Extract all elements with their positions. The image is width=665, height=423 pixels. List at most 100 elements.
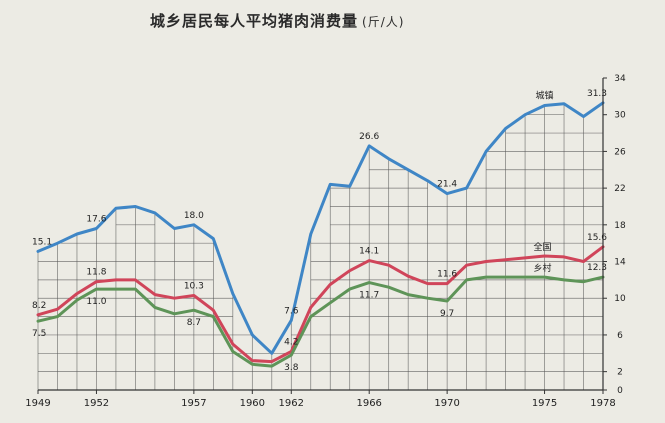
series-point	[193, 309, 195, 311]
series-point	[368, 145, 370, 147]
grid-layer	[38, 103, 603, 390]
series-point	[563, 279, 565, 281]
series-point	[193, 224, 195, 226]
series-point	[57, 316, 59, 318]
series-point	[485, 151, 487, 153]
series-point	[466, 187, 468, 189]
data-label: 11.8	[86, 268, 106, 278]
series-point	[349, 288, 351, 290]
series-point	[446, 193, 448, 195]
series-point	[505, 128, 507, 130]
label-layer: 15.1 17.6 18.0 7.6 26.6 21.4 城镇 31.3 8.2 11.8 10.3…	[32, 89, 607, 373]
y-tick-label: 34	[614, 74, 626, 84]
series-point	[213, 309, 215, 311]
series-point	[115, 288, 117, 290]
data-label: 11.7	[359, 291, 379, 301]
series-point	[446, 300, 448, 302]
y-tick-label: 26	[614, 147, 626, 157]
series-point	[115, 208, 117, 210]
series-point	[583, 281, 585, 283]
data-label: 全国	[534, 241, 552, 253]
series-line-3	[38, 277, 603, 366]
series-point	[154, 294, 156, 296]
series-point	[544, 255, 546, 257]
series-point	[213, 238, 215, 240]
series-point	[427, 283, 429, 285]
series-point	[329, 302, 331, 304]
x-tick-label: 1949	[25, 398, 50, 409]
x-tick-label: 1975	[532, 398, 557, 409]
series-point	[37, 320, 39, 322]
data-label: 12.3	[587, 263, 607, 273]
series-point	[485, 276, 487, 278]
y-tick-label: 2	[617, 368, 623, 378]
data-label: 4.2	[284, 337, 298, 347]
series-point	[349, 185, 351, 187]
series-point	[290, 354, 292, 356]
series-point	[76, 293, 78, 295]
data-label: 21.4	[437, 180, 457, 190]
series-point	[213, 316, 215, 318]
series-point	[583, 116, 585, 118]
series-line-2	[38, 247, 603, 362]
series-point	[407, 294, 409, 296]
x-tick-label: 1962	[279, 398, 304, 409]
series-point	[115, 279, 117, 281]
data-label: 15.6	[587, 233, 607, 243]
series-point	[368, 260, 370, 262]
x-tick-label: 1966	[356, 398, 381, 409]
data-label: 17.6	[86, 214, 106, 224]
x-tick-label: 1957	[181, 398, 206, 409]
series-point	[135, 288, 137, 290]
data-label: 8.2	[32, 301, 46, 311]
series-point	[505, 259, 507, 261]
series-point	[154, 307, 156, 309]
data-label: 15.1	[32, 237, 52, 247]
series-point	[271, 361, 273, 363]
series-point	[232, 293, 234, 295]
data-label: 9.7	[440, 309, 454, 319]
series-point	[388, 158, 390, 160]
series-point	[485, 261, 487, 263]
series-point	[563, 256, 565, 258]
axis-layer: 1949 1952 1957 1960 1962 1966 1970 1975 19780261…	[25, 74, 626, 409]
series-point	[524, 114, 526, 116]
series-point	[271, 365, 273, 367]
series-point	[135, 279, 137, 281]
series-point	[427, 297, 429, 299]
series-point	[193, 295, 195, 297]
series-point	[37, 251, 39, 253]
series-point	[349, 270, 351, 272]
series-point	[76, 299, 78, 301]
data-label: 城镇	[536, 90, 554, 102]
series-point	[368, 282, 370, 284]
y-tick-label: 18	[614, 221, 626, 231]
data-label: 8.7	[187, 318, 201, 328]
y-tick-label: 0	[617, 386, 623, 396]
x-tick-label: 1960	[240, 398, 265, 409]
y-tick-label: 14	[614, 258, 626, 268]
series-point	[96, 288, 98, 290]
series-point	[563, 103, 565, 105]
data-label: 18.0	[184, 211, 204, 221]
series-point	[388, 286, 390, 288]
series-point	[329, 184, 331, 186]
data-label: 31.3	[587, 89, 607, 99]
series-point	[174, 297, 176, 299]
series-point	[505, 276, 507, 278]
data-label: 3.8	[284, 363, 299, 373]
series-point	[174, 228, 176, 230]
x-tick-label: 1952	[84, 398, 109, 409]
series-point	[388, 264, 390, 266]
y-tick-label: 6	[617, 331, 623, 341]
series-point	[290, 319, 292, 321]
series-point	[271, 352, 273, 354]
series-point	[37, 314, 39, 316]
series-point	[232, 343, 234, 345]
data-label: 7.5	[32, 329, 46, 339]
series-point	[583, 261, 585, 263]
series-point	[310, 316, 312, 318]
data-label: 11.0	[86, 297, 106, 307]
